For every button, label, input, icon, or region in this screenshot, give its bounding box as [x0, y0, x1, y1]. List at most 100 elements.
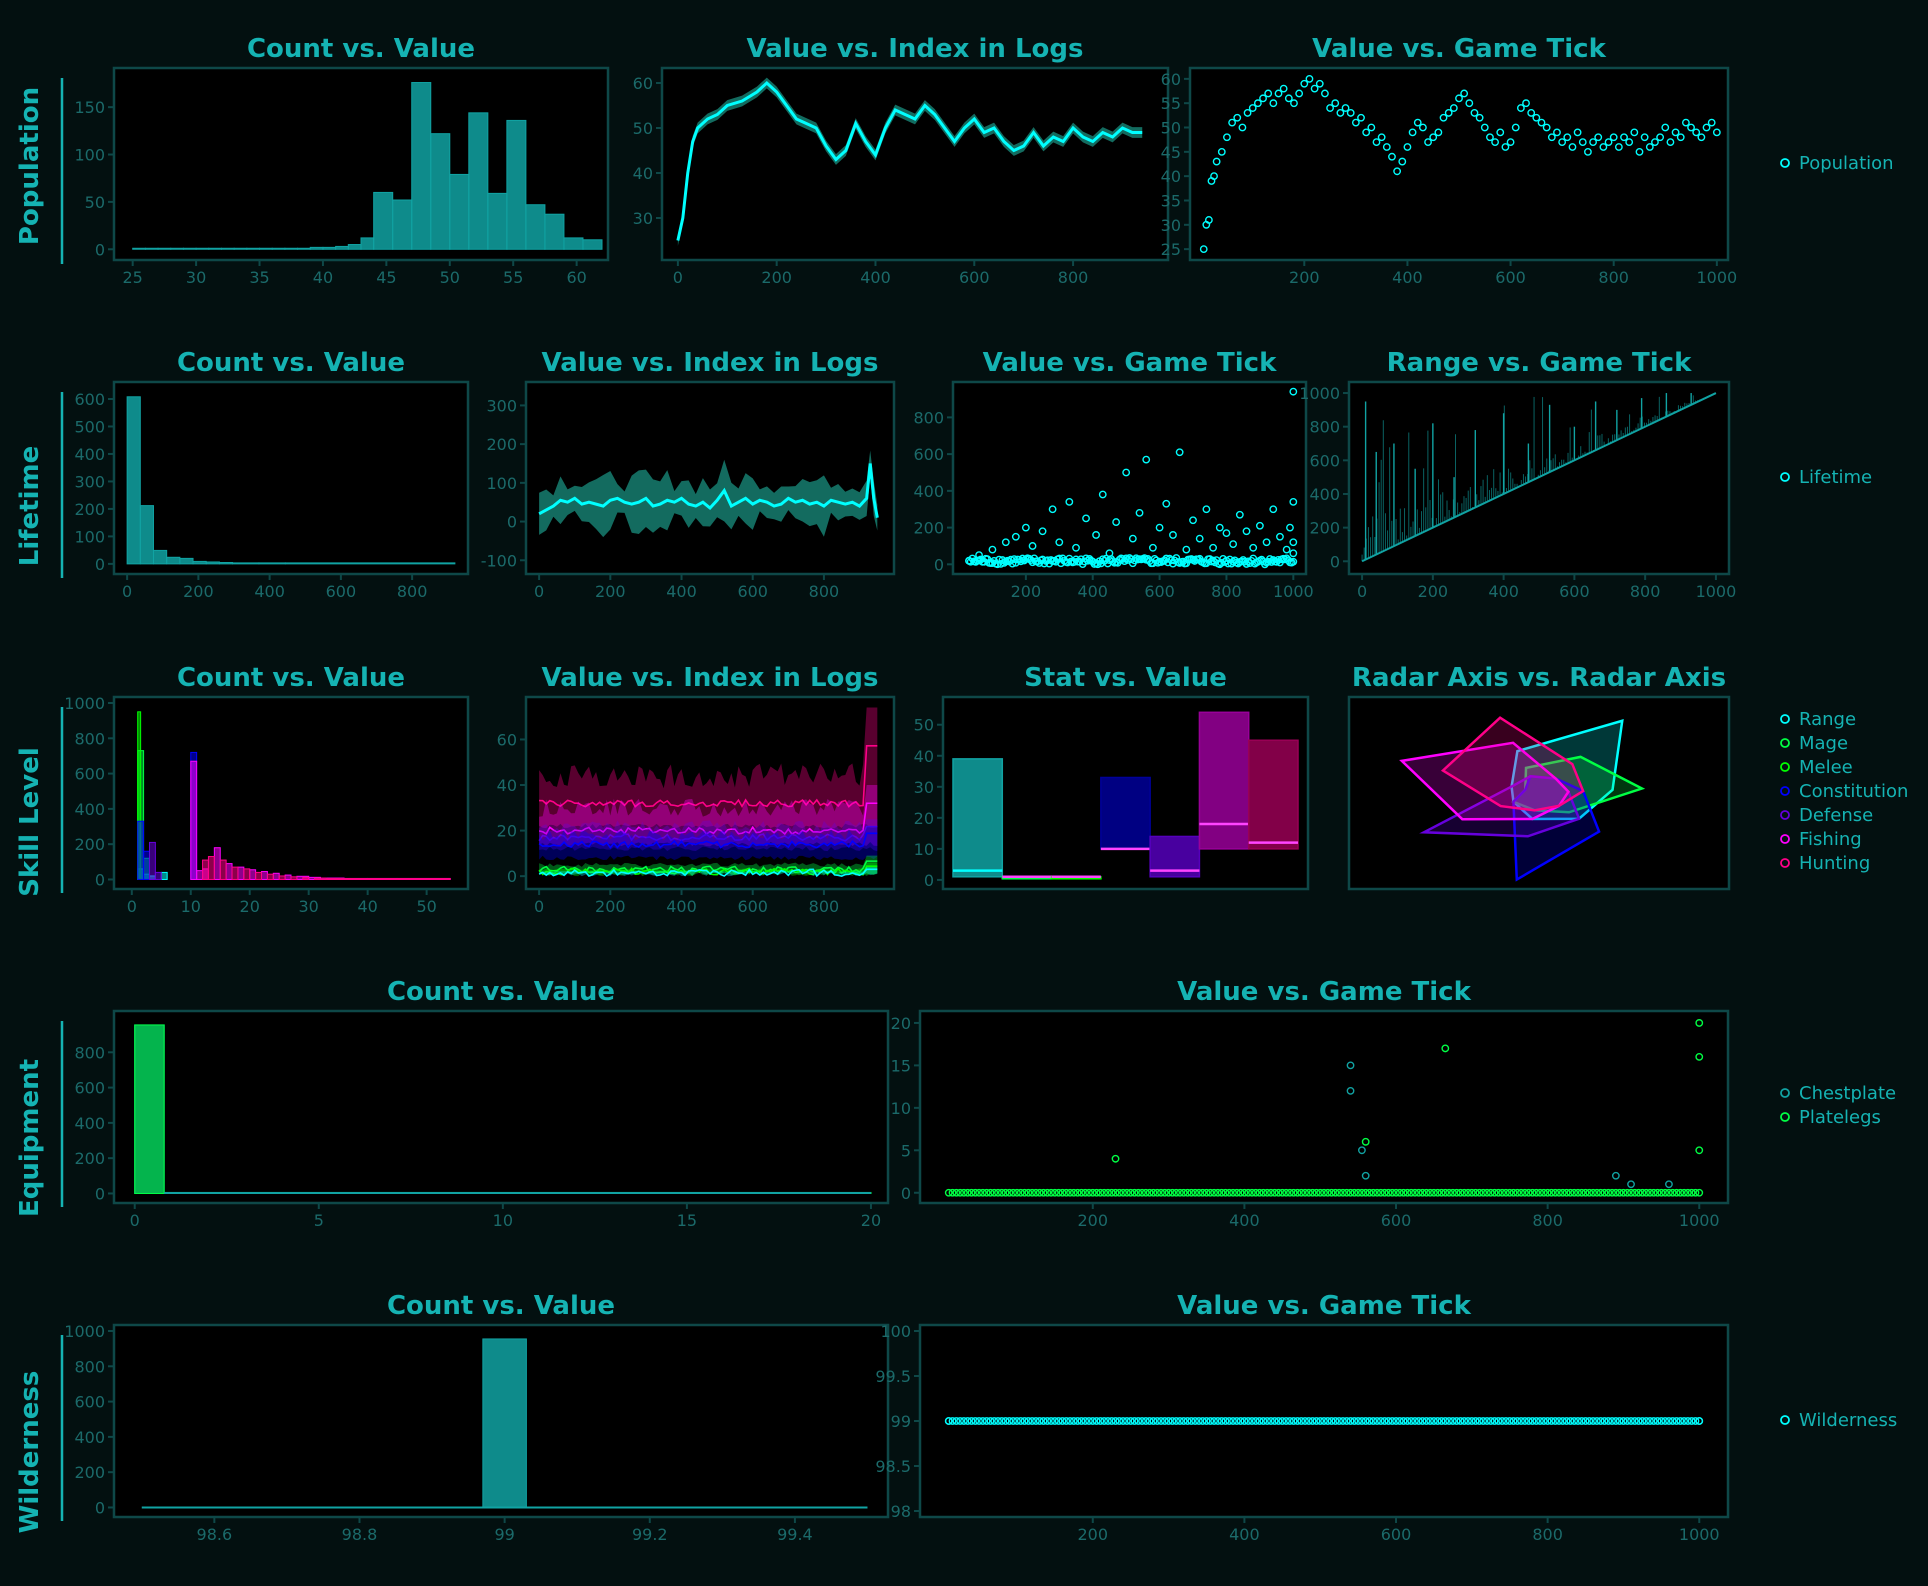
- scatter-point: [1295, 89, 1304, 98]
- plot-body: [944, 1019, 1704, 1197]
- y-tick-label: 0: [507, 513, 517, 532]
- scatter-point: [1676, 133, 1685, 142]
- scatter-point: [1528, 1417, 1537, 1425]
- scatter-point: [1687, 123, 1695, 132]
- hist-bar: [166, 556, 181, 565]
- scatter-point: [1011, 532, 1020, 541]
- panel-title: Value vs. Game Tick: [983, 348, 1277, 378]
- x-tick-label: 400: [254, 582, 285, 601]
- scatter-point: [1589, 1188, 1598, 1197]
- scatter-point: [1547, 133, 1556, 142]
- legend-marker: [1780, 786, 1790, 796]
- scatter-point: [1331, 1417, 1340, 1425]
- scatter-point: [1032, 1417, 1040, 1425]
- y-tick-label: 98.5: [875, 1457, 911, 1476]
- scatter-point: [1278, 1417, 1287, 1425]
- scatter-point: [1222, 529, 1231, 538]
- x-tick-label: 800: [809, 897, 840, 916]
- y-tick-label: 400: [74, 445, 105, 464]
- scatter-point: [1169, 531, 1177, 539]
- x-tick-label: 20: [240, 897, 260, 916]
- y-tick-label: 500: [74, 417, 105, 436]
- scatter-point: [1058, 1188, 1067, 1197]
- scatter-point: [1048, 505, 1057, 514]
- scatter-point: [994, 1417, 1002, 1425]
- scatter-point: [1470, 109, 1479, 117]
- scatter-point: [1096, 1417, 1105, 1425]
- scatter-point: [1096, 1188, 1105, 1197]
- scatter-point: [1555, 1188, 1563, 1197]
- scatter-point: [1155, 523, 1164, 532]
- x-tick-label: 200: [183, 582, 214, 601]
- scatter-point: [1672, 1188, 1681, 1197]
- plot-area: [918, 1009, 1730, 1205]
- hist-bar: [205, 561, 220, 565]
- hist-bar: [373, 191, 394, 250]
- scatter-point: [1179, 1188, 1188, 1197]
- scatter-point: [1653, 1417, 1662, 1425]
- scatter-point: [1130, 1417, 1139, 1425]
- scatter-point: [1532, 1188, 1541, 1197]
- radar-shape-fishing: [1399, 741, 1571, 821]
- hist-bar: [170, 247, 184, 250]
- scatter-point: [1183, 1417, 1192, 1425]
- scatter-point: [978, 1417, 987, 1425]
- scatter-point: [1259, 94, 1267, 103]
- scatter-point: [1054, 1417, 1063, 1425]
- scatter-point: [1289, 1417, 1298, 1425]
- scatter-point: [1032, 1188, 1040, 1197]
- scatter-point: [1229, 1188, 1237, 1197]
- panel-title: Value vs. Index in Logs: [542, 663, 879, 693]
- scatter-point: [1465, 99, 1474, 108]
- plot-area: [112, 380, 470, 576]
- scatter-point: [1274, 1417, 1283, 1425]
- scatter-point: [1100, 1188, 1109, 1197]
- scatter-point: [1055, 538, 1064, 547]
- hist-bar: [192, 560, 207, 565]
- scatter-point: [1035, 1188, 1044, 1197]
- scatter-point: [1104, 1188, 1112, 1197]
- scatter-point: [1490, 1417, 1499, 1425]
- scatter-point: [1206, 1417, 1215, 1425]
- scatter-point: [1195, 1417, 1203, 1425]
- panel-0-1: Value vs. Index in Logs 0 200 400 600 800 30 40…: [633, 34, 1170, 287]
- scatter-point: [1001, 1188, 1010, 1197]
- scatter-point: [1614, 143, 1623, 151]
- scatter-point: [1475, 1188, 1484, 1197]
- scatter-point: [1160, 1417, 1169, 1425]
- scatter-point: [1625, 138, 1634, 147]
- scatter-point: [1577, 1417, 1586, 1425]
- scatter-point: [1645, 143, 1654, 151]
- legend-label: Mage: [1799, 733, 1848, 754]
- scatter-point: [1157, 1188, 1165, 1197]
- scatter-point: [1479, 1417, 1488, 1425]
- scatter-point: [1217, 1188, 1226, 1197]
- scatter-point: [1341, 104, 1350, 112]
- x-tick-label: 20: [861, 1211, 881, 1230]
- x-tick-label: 200: [761, 268, 792, 287]
- scatter-point: [1204, 216, 1213, 224]
- scatter-point: [997, 1188, 1006, 1197]
- hist-bar: [208, 247, 222, 250]
- scatter-point: [1210, 1417, 1218, 1425]
- y-tick-label: 800: [74, 1043, 105, 1062]
- x-tick-label: 400: [1488, 582, 1519, 601]
- scatter-point: [1069, 1188, 1078, 1197]
- plot-area: [524, 380, 896, 576]
- y-tick-label: 50: [914, 716, 934, 735]
- hist-bar: [258, 562, 286, 565]
- scatter-point: [944, 1417, 953, 1425]
- scatter-point: [1403, 1188, 1412, 1197]
- stat-box-fishing: [1198, 711, 1250, 850]
- plot-body: [965, 387, 1298, 569]
- line-defense: [538, 825, 878, 842]
- scatter-point: [1574, 1417, 1582, 1425]
- scatter-point: [1373, 1417, 1381, 1425]
- hist-bar: [525, 204, 546, 250]
- scatter-point: [1517, 1188, 1526, 1197]
- scatter-point: [1005, 1417, 1014, 1425]
- scatter-point: [1464, 1188, 1472, 1197]
- scatter-point: [1301, 1188, 1309, 1197]
- scatter-point: [1263, 1188, 1272, 1197]
- legend-marker: [1780, 738, 1790, 748]
